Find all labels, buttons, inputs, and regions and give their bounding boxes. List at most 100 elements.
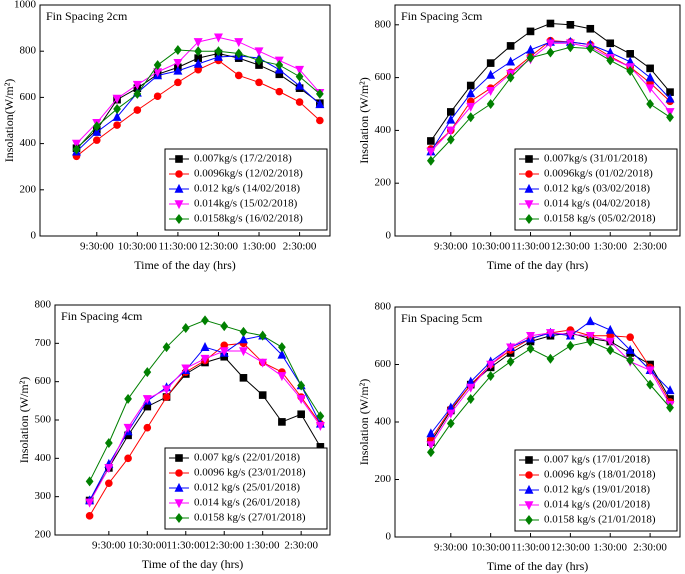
- y-tick-label: 700: [35, 337, 52, 349]
- marker: [220, 321, 229, 332]
- marker: [315, 88, 324, 99]
- marker: [175, 214, 183, 224]
- marker: [606, 39, 615, 48]
- marker: [295, 71, 304, 82]
- marker: [566, 42, 575, 53]
- marker: [626, 66, 635, 76]
- y-tick-label: 400: [375, 124, 392, 136]
- legend-label: 0.0096 kg/s (23/01/2018): [194, 467, 306, 479]
- x-tick-label: 1:30:00: [593, 542, 627, 554]
- y-tick-label: 200: [375, 473, 392, 485]
- marker: [143, 423, 152, 432]
- marker: [143, 367, 152, 378]
- legend-label: 0.0158 kg/s (05/02/2018): [544, 213, 656, 225]
- legend-label: 0.007 kg/s (22/01/2018): [194, 452, 300, 464]
- marker: [113, 121, 121, 129]
- marker: [238, 347, 248, 357]
- legend-label: 0.014 kg/s (20/01/2018): [544, 499, 650, 511]
- marker: [234, 48, 243, 59]
- chart-title: Fin Spacing 5cm: [401, 311, 483, 325]
- marker: [525, 155, 533, 163]
- marker: [234, 38, 244, 48]
- marker: [665, 385, 675, 395]
- marker: [297, 380, 306, 391]
- marker: [466, 112, 475, 123]
- marker: [506, 356, 515, 367]
- marker: [525, 214, 533, 224]
- marker: [278, 342, 286, 353]
- marker: [174, 200, 184, 210]
- marker: [605, 337, 615, 347]
- y-axis-label: Insolation (W/m²): [17, 377, 31, 464]
- x-tick-label: 11:30:00: [166, 540, 205, 552]
- marker: [234, 71, 243, 80]
- legend-label: 0.014 kg/s (26/01/2018): [194, 497, 300, 509]
- marker: [526, 27, 535, 36]
- marker: [586, 24, 595, 33]
- legend: 0.007kg/s (31/01/2018) 0.0096kg/s (01/02/…: [514, 148, 678, 231]
- marker: [181, 323, 190, 333]
- x-axis-label: Time of the day (hrs): [487, 258, 589, 272]
- marker: [426, 147, 436, 157]
- legend-label: 0.012 kg/s (14/02/2018): [194, 183, 300, 195]
- marker: [132, 80, 142, 90]
- y-tick-label: 800: [35, 299, 52, 311]
- legend-box: [164, 148, 328, 231]
- marker: [486, 360, 496, 370]
- marker: [526, 343, 535, 354]
- x-tick-label: 12:30:00: [551, 241, 591, 253]
- x-tick-label: 1:30:00: [246, 540, 280, 552]
- panel: 0 200 400 600 800 9:30:00 10:30:00 11:30:00 12:3…: [357, 4, 681, 272]
- y-axis-label: Insolation (W/m²): [357, 379, 371, 466]
- x-tick-label: 10:30:00: [471, 542, 511, 554]
- marker: [486, 371, 495, 381]
- legend: 0.007 kg/s (22/01/2018) 0.0096 kg/s (23/0…: [164, 447, 328, 530]
- marker: [104, 464, 114, 474]
- legend-label: 0.0096kg/s (12/02/2018): [194, 168, 303, 180]
- y-tick-label: 200: [35, 529, 52, 541]
- marker: [175, 469, 183, 477]
- marker: [466, 102, 476, 112]
- marker: [545, 39, 555, 49]
- y-axis-label: Insolation (W/m²): [357, 77, 371, 164]
- y-tick-label: 400: [375, 416, 392, 428]
- legend-label: 0.0158kg/s (16/02/2018): [194, 213, 303, 225]
- marker: [426, 441, 436, 451]
- marker: [213, 51, 223, 61]
- legend-label: 0.0096kg/s (01/02/2018): [544, 168, 653, 180]
- x-tick-label: 9:30:00: [434, 241, 468, 253]
- x-tick-label: 12:30:00: [205, 540, 245, 552]
- marker: [486, 87, 496, 96]
- marker: [277, 349, 287, 359]
- marker: [545, 329, 555, 339]
- marker: [72, 139, 81, 149]
- legend-label: 0.007kg/s (31/01/2018): [544, 153, 648, 165]
- marker: [566, 20, 575, 29]
- marker: [446, 409, 456, 419]
- marker: [85, 498, 95, 508]
- marker: [506, 343, 516, 353]
- marker: [213, 33, 223, 43]
- y-tick-label: 0: [31, 230, 37, 242]
- marker: [426, 447, 435, 458]
- marker: [486, 99, 495, 109]
- y-tick-label: 600: [375, 358, 392, 370]
- y-tick-label: 800: [375, 18, 392, 30]
- marker: [173, 65, 183, 75]
- marker: [214, 46, 223, 57]
- marker: [585, 316, 595, 326]
- marker: [315, 421, 325, 431]
- marker: [239, 326, 248, 337]
- chart-title: Fin Spacing 3cm: [401, 9, 483, 23]
- marker: [606, 55, 615, 66]
- y-tick-label: 800: [20, 45, 37, 57]
- marker: [605, 324, 615, 334]
- marker: [295, 98, 304, 106]
- x-tick-label: 9:30:00: [92, 540, 126, 552]
- marker: [525, 471, 533, 479]
- x-tick-label: 11:30:00: [159, 241, 198, 253]
- marker: [626, 50, 634, 58]
- marker: [585, 331, 595, 341]
- x-tick-label: 2:30:00: [283, 241, 317, 253]
- marker: [133, 88, 142, 99]
